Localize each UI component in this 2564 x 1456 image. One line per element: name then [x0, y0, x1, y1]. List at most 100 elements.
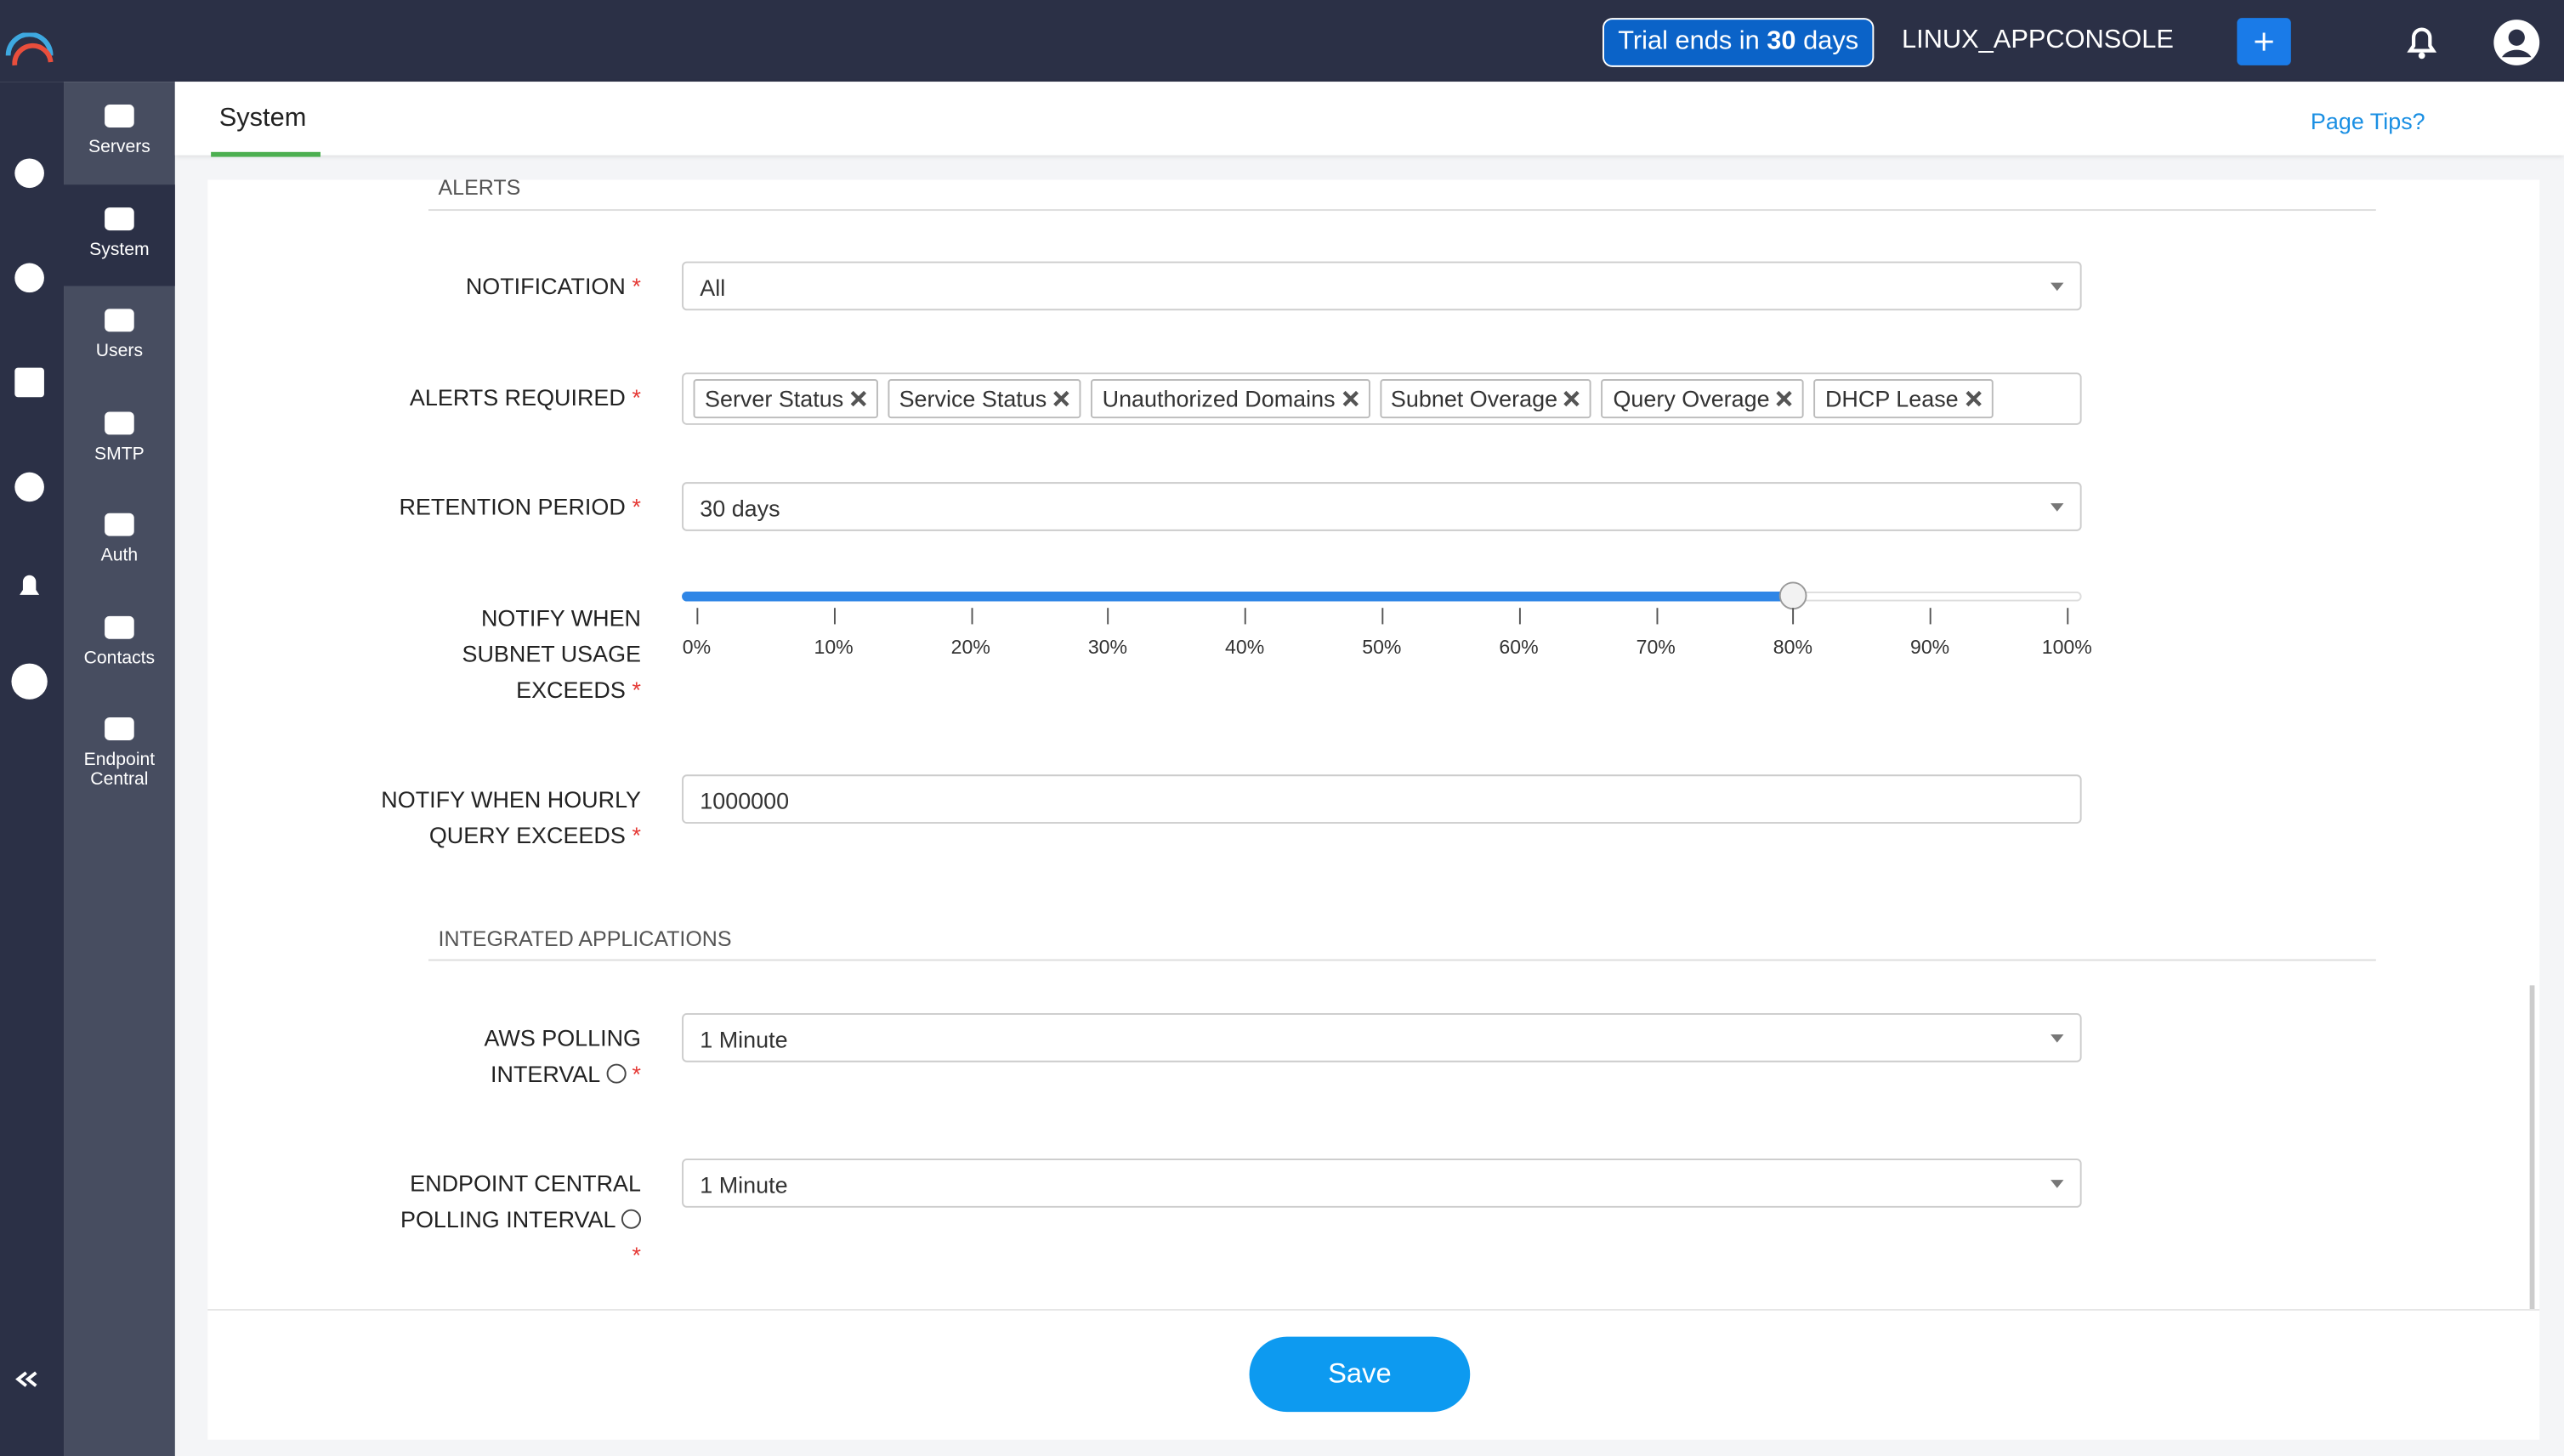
select[interactable]: 1 Minute	[682, 1013, 2082, 1062]
sidebar-label: Endpoint Central	[83, 750, 156, 790]
tag-text: Subnet Overage	[1390, 385, 1558, 412]
slider-tick-label: 80%	[1773, 635, 1813, 659]
tag-remove[interactable]	[1770, 390, 1793, 407]
sidebar-item[interactable]: Endpoint Central	[64, 694, 175, 796]
slider-tick-label: 70%	[1636, 635, 1676, 659]
field-label: ENDPOINT CENTRAL POLLING INTERVAL *	[379, 1165, 642, 1273]
label-text: NOTIFY WHEN SUBNET USAGE EXCEEDS	[462, 604, 642, 703]
sidebar-icon	[105, 513, 134, 536]
slider-tick-label: 90%	[1909, 635, 1950, 659]
tag-text: Unauthorized Domains	[1102, 385, 1336, 412]
required-mark: *	[632, 493, 642, 520]
select[interactable]: All	[682, 261, 2082, 311]
sidebar-icon	[105, 105, 134, 127]
tag[interactable]: DHCP Lease	[1813, 379, 1994, 419]
slider-tick	[1655, 608, 1658, 625]
required-mark: *	[632, 822, 642, 848]
slider-tick	[2067, 608, 2069, 625]
tag[interactable]: Server Status	[693, 379, 878, 419]
tag-remove[interactable]	[1336, 390, 1359, 407]
sidebar-item[interactable]: Users	[64, 286, 175, 387]
tag[interactable]: Unauthorized Domains	[1091, 379, 1370, 419]
bell-icon[interactable]	[2402, 21, 2442, 60]
tag-remove[interactable]	[1557, 390, 1580, 407]
sidebar-item[interactable]: Servers	[64, 82, 175, 183]
tag-text: Service Status	[899, 385, 1047, 412]
text-input[interactable]: 1000000	[682, 774, 2082, 824]
field-label: NOTIFY WHEN SUBNET USAGE EXCEEDS *	[458, 600, 642, 708]
field-label: NOTIFY WHEN HOURLY QUERY EXCEEDS *	[372, 781, 641, 853]
logo	[5, 32, 54, 66]
required-mark: *	[632, 1242, 642, 1268]
field-label: ALERTS REQUIRED *	[363, 379, 641, 415]
multi-select[interactable]: Server Status Service Status Unauthorized …	[682, 372, 2082, 425]
label-text: NOTIFY WHEN HOURLY QUERY EXCEEDS	[381, 785, 642, 848]
sidebar-icon	[105, 207, 134, 230]
select-value: 30 days	[700, 495, 780, 522]
select-value: All	[700, 274, 726, 301]
sidebar-item[interactable]: System	[64, 184, 175, 286]
page-tips[interactable]: Page Tips?	[2310, 107, 2425, 134]
sidebar: Servers System Users SMTP Auth Contacts Endpoi…	[64, 82, 175, 1456]
slider-tick-label: 50%	[1362, 635, 1402, 659]
slider-tick-label: 60%	[1499, 635, 1539, 659]
field-label: RETENTION PERIOD *	[363, 489, 641, 524]
help-icon[interactable]	[605, 1063, 626, 1084]
form: ALERTS NOTIFICATION * All ALERTS REQUIRED…	[207, 175, 2540, 1439]
slider-thumb[interactable]	[1778, 581, 1807, 610]
select[interactable]: 1 Minute	[682, 1159, 2082, 1208]
console-name[interactable]: LINUX_APPCONSOLE	[1902, 25, 2174, 54]
tab-bar: System Page Tips?	[174, 82, 2564, 157]
tag[interactable]: Service Status	[888, 379, 1081, 419]
tag[interactable]: Subnet Overage	[1379, 379, 1592, 419]
tag[interactable]: Query Overage	[1602, 379, 1804, 419]
sidebar-item[interactable]: Auth	[64, 490, 175, 592]
tag-text: Query Overage	[1613, 385, 1770, 412]
tag-text: Server Status	[705, 385, 844, 412]
save-button[interactable]: Save	[1249, 1336, 1471, 1413]
top-bar: Trial ends in 30 days LINUX_APPCONSOLE	[0, 0, 2564, 82]
user-icon[interactable]	[2492, 18, 2541, 67]
label-text: ENDPOINT CENTRAL POLLING INTERVAL	[400, 1170, 642, 1232]
slider-tick	[1518, 608, 1521, 625]
sidebar-icon	[105, 411, 134, 434]
icon-rail	[0, 82, 65, 1456]
select[interactable]: 30 days	[682, 482, 2082, 531]
slider-tick	[833, 608, 836, 625]
sidebar-icon	[105, 717, 134, 740]
label-text: RETENTION PERIOD	[399, 493, 626, 520]
trial-days: 30	[1767, 27, 1796, 56]
slider-fill	[682, 591, 1793, 602]
slider-tick	[1381, 608, 1384, 625]
label-text: AWS POLLING INTERVAL	[484, 1024, 642, 1087]
sidebar-item[interactable]: SMTP	[64, 388, 175, 490]
add-button[interactable]	[2237, 18, 2291, 65]
tag-remove[interactable]	[1047, 390, 1069, 407]
slider-tick	[970, 608, 973, 625]
tag-remove[interactable]	[1959, 390, 1982, 407]
tab-underline	[211, 151, 321, 157]
trial-badge[interactable]: Trial ends in 30 days	[1602, 18, 1875, 67]
sidebar-item[interactable]: Contacts	[64, 592, 175, 694]
field-label: NOTIFICATION *	[363, 268, 641, 303]
select-value: 1 Minute	[700, 1171, 788, 1198]
trial-suffix: days	[1803, 27, 1859, 56]
slider-tick	[696, 608, 699, 625]
required-mark: *	[632, 676, 642, 703]
required-mark: *	[632, 383, 642, 411]
tab[interactable]: System	[218, 105, 307, 133]
sidebar-label: Users	[95, 341, 144, 361]
rail-icons	[11, 158, 48, 1387]
section-heading: INTEGRATED APPLICATIONS	[438, 926, 732, 951]
slider-tick-label: 40%	[1225, 635, 1265, 659]
help-icon[interactable]	[621, 1209, 642, 1229]
slider-tick-label: 20%	[950, 635, 990, 659]
slider-tick-label: 30%	[1087, 635, 1128, 659]
section-heading: ALERTS	[438, 174, 521, 200]
select-value: 1 Minute	[700, 1026, 788, 1053]
sidebar-label: Auth	[100, 546, 139, 566]
tag-remove[interactable]	[843, 390, 866, 407]
slider-tick	[1792, 608, 1795, 625]
field-label: AWS POLLING INTERVAL *	[469, 1020, 641, 1092]
